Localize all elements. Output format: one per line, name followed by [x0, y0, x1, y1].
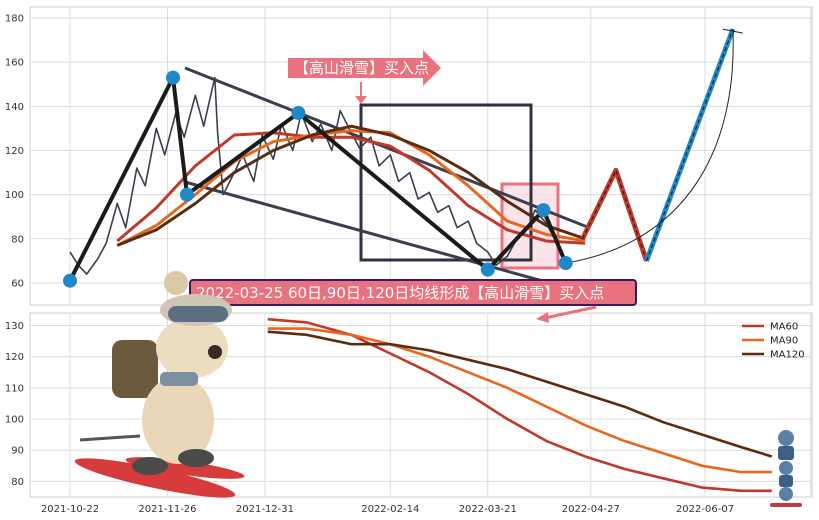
- series-projection-up-dash: [645, 28, 734, 262]
- top-y-ticks: 60 80 100 120 140 160 180: [5, 14, 24, 290]
- y-tick-label: 140: [5, 102, 24, 113]
- pivot-point: [179, 187, 194, 202]
- series-projection: [580, 167, 649, 262]
- skiing-robot-icons: [770, 430, 802, 507]
- legend-label: MA60: [770, 322, 798, 333]
- x-tick-label: 2022-04-27: [562, 504, 620, 515]
- x-tick-label: 2022-03-21: [459, 504, 517, 515]
- channel-lower: [184, 180, 576, 292]
- series-MA90: [267, 327, 772, 474]
- y-tick-label: 60: [11, 278, 24, 289]
- pivot-points: [63, 70, 573, 288]
- x-tick-label: 2022-02-14: [361, 504, 419, 515]
- trend-channel: [184, 66, 591, 292]
- callout-down-arrowhead: [355, 96, 367, 104]
- x-tick-label: 2021-10-22: [41, 504, 99, 515]
- pivot-point: [63, 273, 77, 288]
- series-ma-orange: [116, 129, 586, 247]
- y-tick-label: 100: [5, 415, 24, 426]
- bottom-callout-arrowhead: [536, 312, 549, 323]
- top-callout: 【高山滑雪】买入点: [288, 50, 441, 104]
- bottom-callout: 2022-03-25 60日,90日,120日均线形成【高山滑雪】买入点: [189, 279, 637, 323]
- y-tick-label: 120: [5, 146, 24, 157]
- y-tick-label: 90: [11, 446, 24, 457]
- x-ticks: 2021-10-22 2021-11-26 2021-12-31 2022-02-14…: [41, 504, 734, 515]
- pivot-point: [536, 203, 551, 218]
- bottom-callout-arrow: [544, 305, 597, 320]
- bottom-callout-box: [189, 279, 637, 306]
- bottom-panel-frame: [29, 312, 813, 498]
- series-price: [69, 76, 567, 275]
- bottom-series: [267, 317, 773, 493]
- bottom-y-ticks: 80 90 100 110 120 130: [5, 321, 24, 488]
- y-tick-label: 130: [5, 321, 24, 332]
- y-tick-label: 160: [5, 58, 24, 69]
- skiing-dog-illustration: [74, 271, 245, 498]
- pivot-zigzag: [68, 75, 568, 282]
- series-ma-red: [116, 131, 586, 245]
- legend: MA60 MA90 MA120: [742, 322, 805, 361]
- bottom-callout-text: 2022-03-25 60日,90日,120日均线形成【高山滑雪】买入点: [196, 284, 604, 302]
- y-tick-label: 100: [5, 190, 24, 201]
- zone-dark-box: [359, 103, 533, 262]
- legend-label: MA90: [770, 336, 798, 347]
- series-MA120: [267, 330, 773, 458]
- top-callout-text: 【高山滑雪】买入点: [294, 59, 429, 77]
- y-tick-label: 120: [5, 352, 24, 363]
- top-grid: [30, 7, 812, 305]
- projection-cap: [722, 28, 743, 34]
- top-series: [69, 28, 743, 275]
- x-tick-label: 2021-11-26: [138, 504, 196, 515]
- y-tick-label: 80: [11, 234, 24, 245]
- channel-upper: [184, 66, 591, 230]
- legend-label: MA120: [770, 350, 805, 361]
- pivot-point: [166, 70, 181, 85]
- y-tick-label: 110: [5, 383, 24, 394]
- series-MA60: [267, 317, 772, 493]
- pivot-point: [291, 105, 306, 120]
- x-tick-label: 2021-12-31: [236, 504, 294, 515]
- projection-arc: [565, 29, 734, 264]
- pivot-point: [480, 262, 495, 277]
- pivot-point: [558, 256, 573, 271]
- x-tick-label: 2022-06-07: [676, 504, 734, 515]
- y-tick-label: 80: [11, 477, 24, 488]
- y-tick-label: 180: [5, 14, 24, 25]
- series-ma-brown: [116, 124, 586, 247]
- callout-arrow-shape: [288, 50, 441, 86]
